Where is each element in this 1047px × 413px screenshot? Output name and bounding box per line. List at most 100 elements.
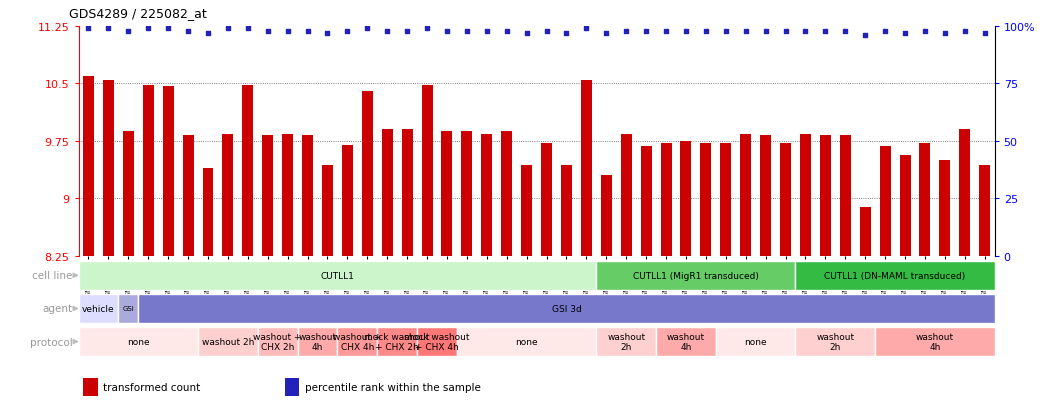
- Bar: [959, 130, 971, 256]
- Point: [101, 26, 117, 33]
- Bar: [521, 165, 532, 256]
- Point: [598, 31, 615, 37]
- Point: [916, 28, 933, 35]
- Bar: [322, 165, 333, 256]
- Text: CUTLL1 (MigR1 transduced): CUTLL1 (MigR1 transduced): [633, 271, 759, 280]
- Point: [319, 31, 336, 37]
- Bar: [875, 328, 995, 356]
- Point: [200, 31, 217, 37]
- Point: [658, 28, 674, 35]
- Bar: [456, 328, 597, 356]
- Point: [618, 28, 634, 35]
- Bar: [103, 80, 114, 256]
- Text: GDS4289 / 225082_at: GDS4289 / 225082_at: [69, 7, 207, 20]
- Bar: [561, 165, 572, 256]
- Bar: [162, 87, 174, 256]
- Point: [81, 26, 97, 33]
- Point: [439, 28, 455, 35]
- Bar: [362, 92, 373, 256]
- Bar: [342, 145, 353, 256]
- Text: none: none: [744, 337, 767, 346]
- Bar: [919, 144, 931, 256]
- Point: [498, 28, 515, 35]
- Bar: [740, 135, 751, 256]
- Point: [757, 28, 774, 35]
- Bar: [142, 85, 154, 256]
- Text: GSI 3d: GSI 3d: [552, 304, 581, 313]
- Bar: [760, 135, 771, 256]
- Text: mock washout
+ CHX 2h: mock washout + CHX 2h: [364, 332, 430, 351]
- Point: [280, 28, 296, 35]
- Text: CUTLL1 (DN-MAML transduced): CUTLL1 (DN-MAML transduced): [824, 271, 965, 280]
- Text: washout
4h: washout 4h: [667, 332, 705, 351]
- Point: [578, 26, 595, 33]
- Text: transformed count: transformed count: [104, 382, 201, 392]
- Point: [777, 28, 794, 35]
- Bar: [402, 130, 413, 256]
- Point: [697, 28, 714, 35]
- Bar: [79, 328, 198, 356]
- Bar: [79, 261, 597, 290]
- Bar: [462, 131, 472, 256]
- Bar: [83, 378, 97, 396]
- Bar: [860, 208, 871, 256]
- Text: protocol: protocol: [29, 337, 72, 347]
- Bar: [202, 168, 214, 256]
- Bar: [621, 135, 631, 256]
- Bar: [337, 328, 377, 356]
- Bar: [442, 131, 452, 256]
- Point: [299, 28, 316, 35]
- Point: [538, 28, 555, 35]
- Bar: [656, 328, 716, 356]
- Point: [240, 26, 257, 33]
- Bar: [720, 144, 731, 256]
- Text: percentile rank within the sample: percentile rank within the sample: [305, 382, 481, 392]
- Bar: [258, 328, 297, 356]
- Point: [956, 28, 973, 35]
- Bar: [502, 131, 512, 256]
- Bar: [198, 328, 258, 356]
- Bar: [282, 135, 293, 256]
- Text: washout
2h: washout 2h: [817, 332, 854, 351]
- Text: mock washout
+ CHX 4h: mock washout + CHX 4h: [404, 332, 470, 351]
- Point: [817, 28, 833, 35]
- Text: washout
4h: washout 4h: [298, 332, 336, 351]
- Point: [737, 28, 754, 35]
- Bar: [681, 141, 691, 256]
- Bar: [899, 156, 911, 256]
- Bar: [661, 144, 671, 256]
- Bar: [700, 144, 711, 256]
- Text: washout +
CHX 2h: washout + CHX 2h: [253, 332, 302, 351]
- Point: [459, 28, 475, 35]
- Point: [797, 28, 814, 35]
- Bar: [601, 176, 611, 256]
- Bar: [796, 328, 875, 356]
- Text: vehicle: vehicle: [82, 304, 115, 313]
- Bar: [382, 130, 393, 256]
- Bar: [641, 147, 651, 256]
- Text: agent: agent: [43, 304, 72, 314]
- Bar: [417, 328, 456, 356]
- Bar: [979, 165, 990, 256]
- Point: [140, 26, 157, 33]
- Point: [936, 31, 953, 37]
- Bar: [83, 76, 94, 256]
- Bar: [262, 135, 273, 256]
- Bar: [879, 147, 891, 256]
- Bar: [285, 378, 299, 396]
- Text: cell line: cell line: [32, 271, 72, 281]
- Point: [876, 28, 893, 35]
- Text: none: none: [515, 337, 538, 346]
- Text: CUTLL1: CUTLL1: [320, 271, 354, 280]
- Bar: [242, 85, 253, 256]
- Bar: [122, 131, 134, 256]
- Point: [339, 28, 356, 35]
- Point: [399, 28, 416, 35]
- Bar: [780, 144, 792, 256]
- Bar: [800, 135, 811, 256]
- Text: washout
4h: washout 4h: [916, 332, 954, 351]
- Point: [160, 26, 177, 33]
- Bar: [939, 161, 951, 256]
- Bar: [796, 261, 995, 290]
- Bar: [422, 85, 432, 256]
